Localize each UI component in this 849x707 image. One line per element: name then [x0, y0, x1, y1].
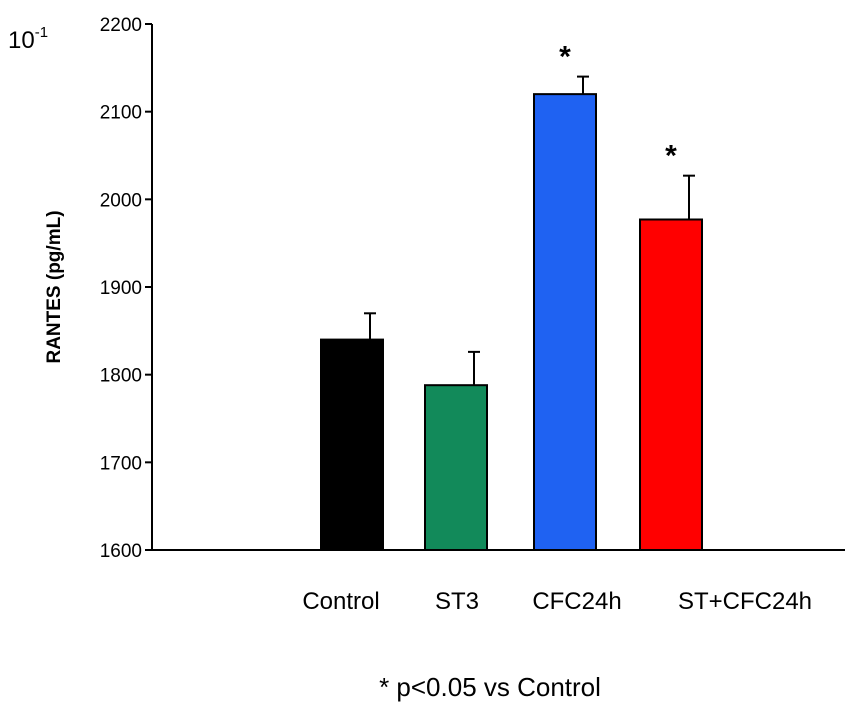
y-tick-label: 2000: [100, 190, 142, 211]
bar-st3: [424, 384, 488, 552]
significance-markers: **: [559, 41, 677, 173]
bar-st-cfc24h: [639, 218, 703, 551]
y-tick-label: 1600: [100, 541, 142, 562]
y-axis-label: RANTES (pg/mL): [44, 210, 65, 363]
significance-marker: *: [559, 41, 571, 74]
y-tick-label: 1900: [100, 278, 142, 299]
y-tick-label: 2200: [100, 15, 142, 36]
y-tick-label: 2100: [100, 103, 142, 124]
category-label: ST+CFC24h: [678, 588, 812, 615]
category-label: ST3: [435, 588, 479, 615]
error-bars: [364, 75, 695, 386]
y-tick-label: 1700: [100, 453, 142, 474]
scale-exponent: -1: [35, 24, 48, 41]
category-label: CFC24h: [532, 588, 621, 615]
y-tick-label: 1800: [100, 366, 142, 387]
bar-cfc24h: [533, 93, 597, 551]
scale-multiplier: 10-1: [8, 24, 48, 54]
category-label: Control: [302, 588, 379, 615]
footnote: * p<0.05 vs Control: [379, 672, 601, 702]
bars: [320, 93, 703, 552]
scale-base: 10: [8, 27, 35, 54]
bar-control: [320, 338, 384, 551]
significance-marker: *: [665, 140, 677, 173]
y-ticks: 1600 1700 1800 1900 2000 2100 2200: [100, 15, 152, 562]
category-labels: Control ST3 CFC24h ST+CFC24h: [302, 588, 812, 615]
